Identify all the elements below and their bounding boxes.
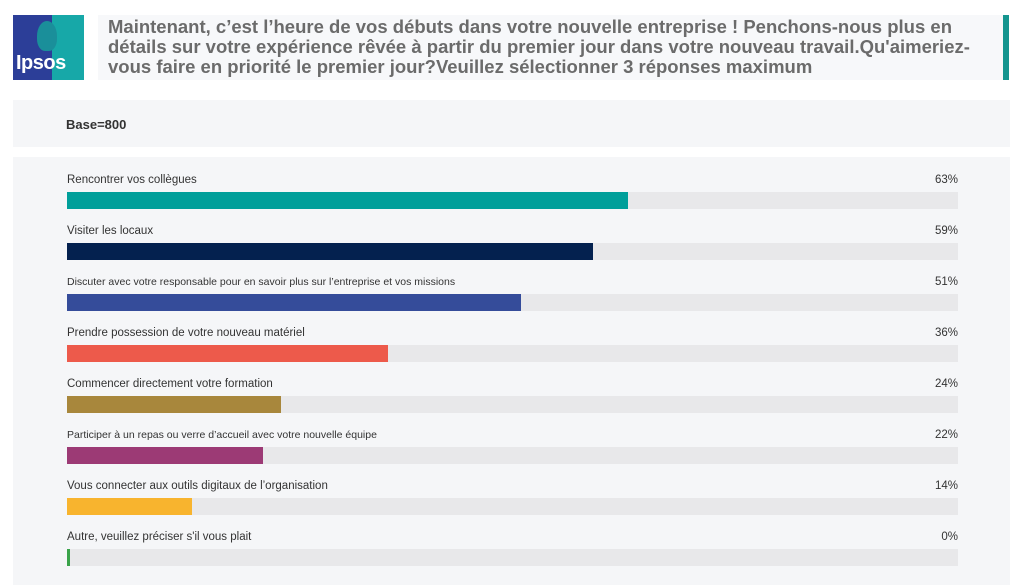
bar-row: Visiter les locaux 59% <box>67 225 958 270</box>
base-box: Base=800 <box>13 100 1010 147</box>
bar-value-label: 0% <box>941 531 958 543</box>
chart-panel: Rencontrer vos collègues 63% Visiter les l… <box>13 157 1010 585</box>
logo-head-icon <box>37 21 57 51</box>
bar <box>67 345 388 362</box>
base-label: Base=800 <box>66 117 127 132</box>
bar <box>67 396 281 413</box>
bar <box>67 498 192 515</box>
bar <box>67 243 593 260</box>
bar-value-label: 51% <box>934 276 958 288</box>
bar-label: Vous connecter aux outils digitaux de l’… <box>67 480 328 492</box>
bar-value-label: 24% <box>934 378 958 390</box>
bar <box>67 192 629 209</box>
bar-row: Vous connecter aux outils digitaux de l’… <box>67 480 958 525</box>
bar-row: Commencer directement votre formation 24% <box>67 378 958 423</box>
bar-row: Autre, veuillez préciser s'il vous plait… <box>67 531 958 576</box>
bar-value-label: 59% <box>934 225 958 237</box>
bar-value-label: 14% <box>934 480 958 492</box>
bar-track <box>67 192 958 209</box>
bar-label: Participer à un repas ou verre d’accueil… <box>67 429 377 441</box>
question-text: Maintenant, c’est l’heure de vos débuts … <box>108 16 970 77</box>
bar <box>67 447 264 464</box>
bar-value-label: 22% <box>934 429 958 441</box>
bar-row: Participer à un repas ou verre d’accueil… <box>67 429 958 474</box>
bar-track <box>67 549 958 566</box>
bar-row: Prendre possession de votre nouveau maté… <box>67 327 958 372</box>
bar-label: Rencontrer vos collègues <box>67 174 197 186</box>
bar-label: Discuter avec votre responsable pour en … <box>67 276 456 288</box>
bar <box>67 294 522 311</box>
bar-label: Visiter les locaux <box>67 225 154 237</box>
bar-label: Autre, veuillez préciser s'il vous plait <box>67 531 252 543</box>
logo-text: Ipsos <box>16 52 66 74</box>
ipsos-logo: Ipsos <box>13 15 84 80</box>
bar-row: Rencontrer vos collègues 63% <box>67 174 958 219</box>
bar-row: Discuter avec votre responsable pour en … <box>67 276 958 321</box>
bar <box>67 549 70 566</box>
bar-label: Prendre possession de votre nouveau maté… <box>67 327 305 339</box>
bar-track <box>67 447 958 464</box>
bar-value-label: 36% <box>934 327 958 339</box>
bar-track <box>67 243 958 260</box>
bar-label: Commencer directement votre formation <box>67 378 273 390</box>
bar-track <box>67 294 958 311</box>
bar-value-label: 63% <box>934 174 958 186</box>
question-header: Maintenant, c’est l’heure de vos débuts … <box>98 15 1009 80</box>
bar-track <box>67 345 958 362</box>
bar-track <box>67 396 958 413</box>
bar-track <box>67 498 958 515</box>
